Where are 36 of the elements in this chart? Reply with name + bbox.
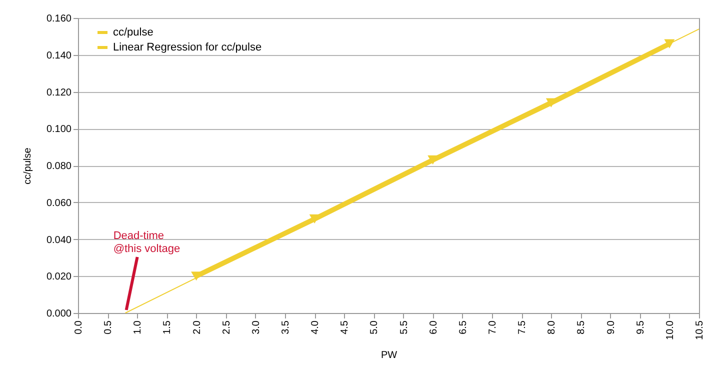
y-tick-label: 0.120 xyxy=(46,87,72,98)
x-tick-label: 2.0 xyxy=(192,320,203,334)
legend-label: cc/pulse xyxy=(113,26,154,38)
y-tick-label: 0.140 xyxy=(46,50,72,62)
x-axis-title: PW xyxy=(380,350,398,361)
x-tick-label: 0.0 xyxy=(74,320,84,334)
x-tick-label: 0.5 xyxy=(103,320,114,334)
x-tick-label: 6.5 xyxy=(458,320,469,334)
y-tick-label: 0.020 xyxy=(46,272,72,283)
x-tick-label: 7.0 xyxy=(488,320,498,334)
x-tick-label: 7.5 xyxy=(517,320,528,334)
annotation: Dead-time @this voltage xyxy=(113,230,180,255)
x-tick-label: 4.5 xyxy=(340,320,351,334)
x-tick-label: 9.5 xyxy=(635,320,646,334)
x-tick-label: 6.0 xyxy=(428,320,440,334)
y-tick-label: 0.040 xyxy=(46,234,72,246)
y-tick-label: 0.080 xyxy=(46,161,72,172)
x-tick-label: 8.5 xyxy=(576,320,588,334)
x-tick-label: 4.0 xyxy=(310,320,322,334)
y-tick-label: 0.000 xyxy=(46,308,72,320)
x-tick-label: 8.0 xyxy=(546,320,558,334)
y-tick-label: 0.160 xyxy=(46,14,72,24)
legend-label: Linear Regression for cc/pulse xyxy=(113,42,262,54)
y-axis-title: cc/pulse xyxy=(22,147,34,184)
x-tick-label: 9.0 xyxy=(606,320,617,334)
x-tick-label: 10.5 xyxy=(694,320,706,340)
x-tick-label: 1.0 xyxy=(132,320,144,334)
x-tick-label: 5.5 xyxy=(398,320,410,334)
x-tick-label: 1.5 xyxy=(162,320,174,334)
y-tick-label: 0.100 xyxy=(46,124,72,136)
x-tick-label: 2.5 xyxy=(221,320,232,334)
y-tick-label: 0.060 xyxy=(46,198,72,209)
x-tick-label: 3.0 xyxy=(250,320,262,334)
x-tick-label: 3.5 xyxy=(280,320,292,334)
x-tick-label: 5.0 xyxy=(369,320,380,334)
x-tick-label: 10.0 xyxy=(664,320,676,340)
